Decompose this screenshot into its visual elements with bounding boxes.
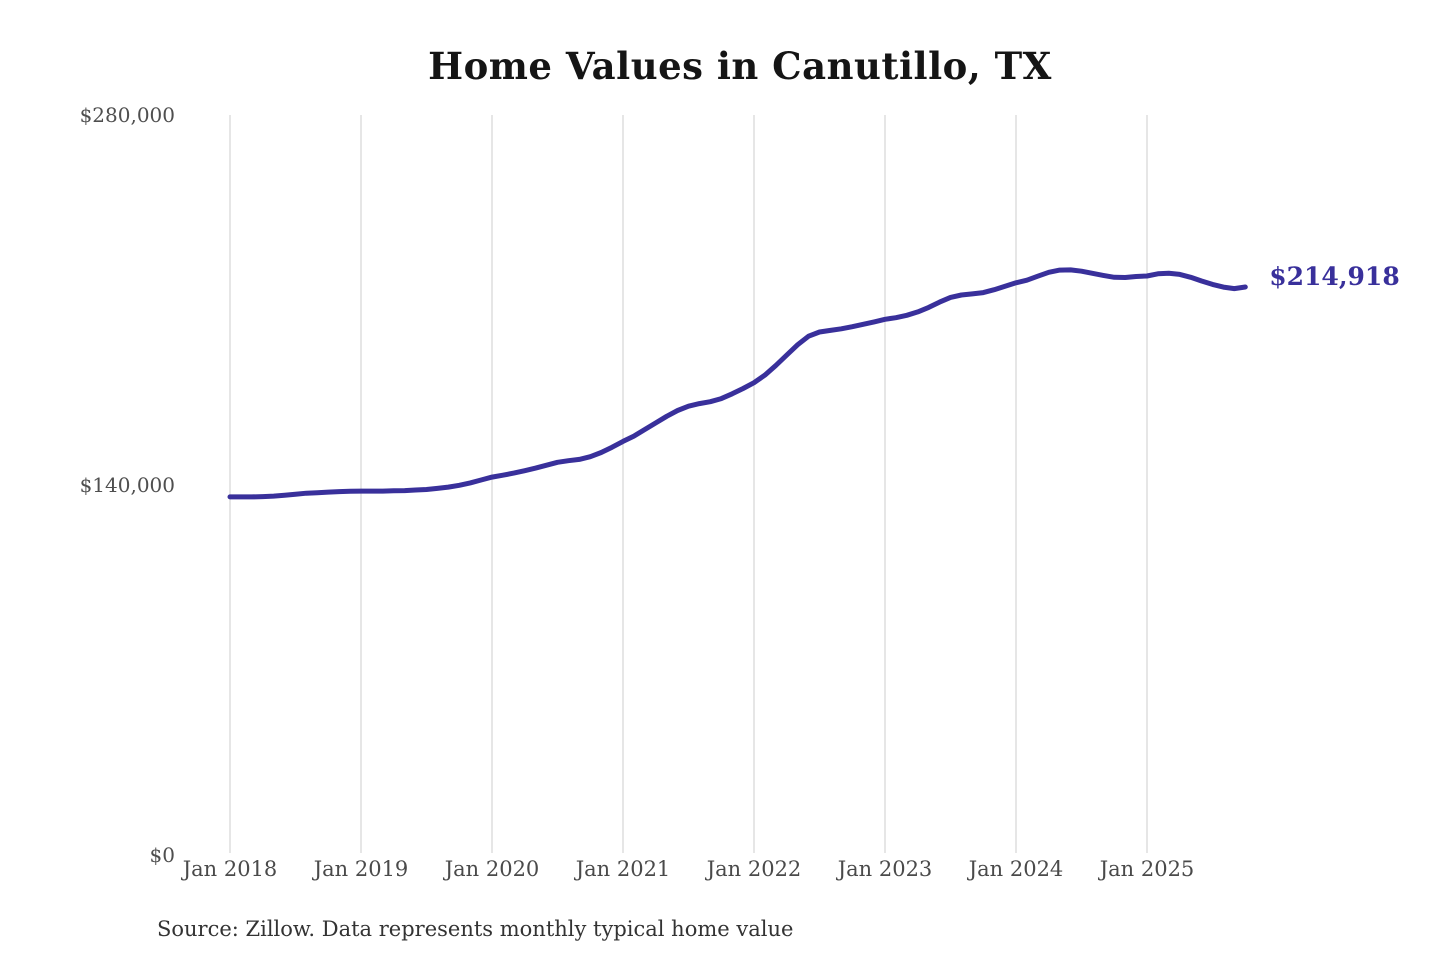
x-tick-label: Jan 2024: [968, 857, 1064, 881]
x-tick-label: Jan 2021: [575, 857, 671, 881]
chart-title: Home Values in Canutillo, TX: [428, 44, 1052, 88]
y-tick-label: $0: [149, 843, 175, 867]
x-tick-label: Jan 2020: [444, 857, 540, 881]
x-tick-label: Jan 2022: [706, 857, 802, 881]
y-tick-label: $280,000: [79, 103, 175, 127]
x-tick-label: Jan 2023: [837, 857, 933, 881]
x-tick-label: Jan 2018: [182, 857, 278, 881]
x-tick-label: Jan 2019: [313, 857, 409, 881]
source-note: Source: Zillow. Data represents monthly …: [157, 917, 794, 941]
y-tick-label: $140,000: [79, 473, 175, 497]
home-value-line-series: [227, 267, 1248, 500]
latest-value-label: $214,918: [1269, 262, 1400, 291]
x-tick-label: Jan 2025: [1099, 857, 1195, 881]
